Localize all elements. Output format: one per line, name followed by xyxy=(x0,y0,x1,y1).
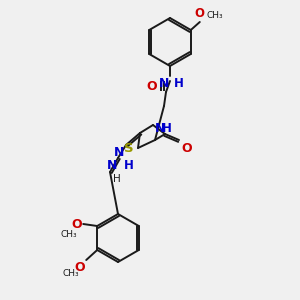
Text: CH₃: CH₃ xyxy=(61,230,77,239)
Text: O: O xyxy=(72,218,82,230)
Text: N: N xyxy=(114,146,124,159)
Text: H: H xyxy=(174,77,184,90)
Text: O: O xyxy=(181,142,192,155)
Text: N: N xyxy=(106,159,117,172)
Text: S: S xyxy=(124,142,134,154)
Text: H: H xyxy=(162,122,172,135)
Text: CH₃: CH₃ xyxy=(63,269,79,278)
Text: N: N xyxy=(159,77,169,90)
Text: CH₃: CH₃ xyxy=(207,11,224,20)
Text: H: H xyxy=(124,159,134,172)
Text: O: O xyxy=(75,261,85,274)
Text: O: O xyxy=(146,80,157,92)
Text: O: O xyxy=(195,7,205,20)
Text: N: N xyxy=(155,122,165,135)
Text: H: H xyxy=(113,174,121,184)
